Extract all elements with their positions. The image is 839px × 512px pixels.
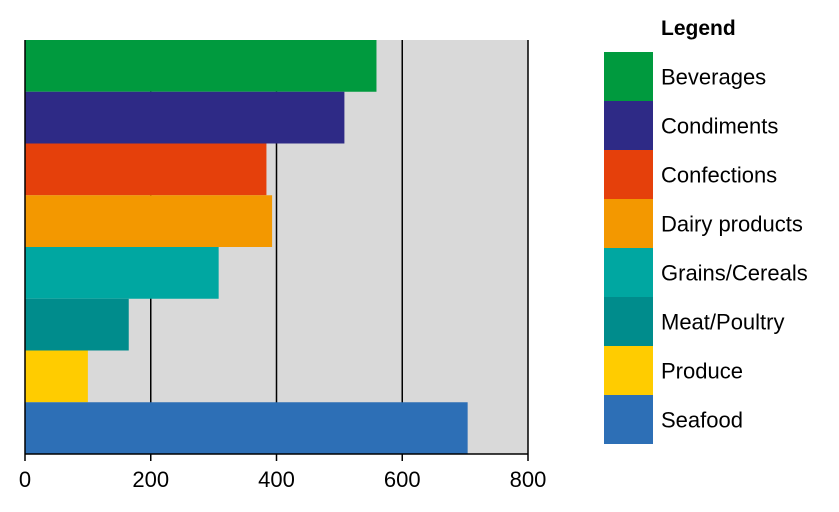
legend-label: Grains/Cereals: [661, 261, 808, 286]
legend-title: Legend: [661, 17, 736, 40]
bar-grains-cereals: [25, 247, 219, 299]
x-tick-label: 200: [132, 467, 169, 492]
legend-label: Condiments: [661, 114, 778, 139]
legend-swatch: [604, 101, 653, 150]
legend-swatch: [604, 297, 653, 346]
bar-produce: [25, 350, 88, 403]
bar-confections: [25, 143, 267, 196]
plot-area: [24, 40, 529, 455]
legend-items: Beverages Condiments Confections Dairy prod…: [604, 52, 808, 444]
x-tick-label: 0: [19, 467, 31, 492]
bar-meat-poultry: [25, 298, 129, 351]
bar-dairy-products: [25, 195, 273, 247]
legend-label: Seafood: [661, 408, 743, 433]
legend-label: Dairy products: [661, 212, 803, 237]
bar-seafood: [25, 402, 468, 454]
legend-swatch: [604, 199, 653, 248]
legend-label: Beverages: [661, 65, 766, 90]
x-tick-label: 600: [384, 467, 421, 492]
legend-swatch: [604, 395, 653, 444]
legend-label: Meat/Poultry: [661, 310, 785, 335]
legend: Legend Beverages Condiments Confections Dai…: [604, 17, 808, 444]
bar-condiments: [25, 91, 345, 144]
x-tick-label: 400: [258, 467, 295, 492]
legend-swatch: [604, 52, 653, 101]
legend-label: Confections: [661, 163, 777, 188]
legend-swatch: [604, 248, 653, 297]
bar-beverages: [25, 40, 377, 92]
x-tick-label: 800: [510, 467, 547, 492]
legend-swatch: [604, 150, 653, 199]
x-axis: 0 200 400 600 800: [19, 454, 546, 492]
legend-swatch: [604, 346, 653, 395]
legend-label: Produce: [661, 359, 743, 384]
